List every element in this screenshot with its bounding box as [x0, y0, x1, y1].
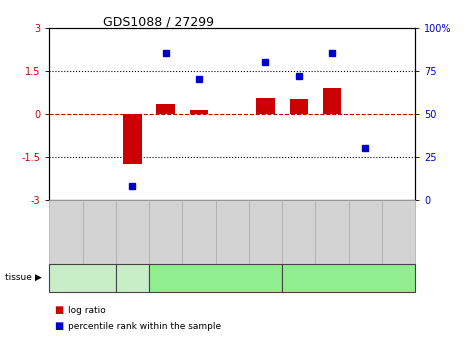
- Text: tissue: tissue: [5, 273, 34, 282]
- Text: Thyroid: Thyroid: [330, 273, 367, 283]
- Text: Fallopian tube: Fallopian tube: [58, 275, 107, 281]
- Text: log ratio: log ratio: [68, 306, 106, 315]
- Bar: [123, 114, 142, 164]
- Text: Gallbla
dder: Gallbla dder: [120, 271, 144, 284]
- Bar: [356, 114, 374, 115]
- Text: GSM39992: GSM39992: [163, 213, 169, 251]
- Text: GSM39995: GSM39995: [295, 213, 302, 251]
- Text: percentile rank within the sample: percentile rank within the sample: [68, 322, 221, 331]
- Text: GSM39999: GSM39999: [229, 213, 235, 251]
- Text: GSM39994: GSM39994: [196, 213, 202, 251]
- Text: GSM39991: GSM39991: [63, 213, 69, 251]
- Bar: [323, 88, 341, 114]
- Bar: [256, 98, 274, 114]
- Text: GSM39998: GSM39998: [395, 213, 401, 251]
- Text: GDS1088 / 27299: GDS1088 / 27299: [103, 16, 214, 29]
- Text: ■: ■: [54, 306, 63, 315]
- Text: GSM40001: GSM40001: [263, 213, 268, 251]
- Text: Heart: Heart: [202, 273, 229, 283]
- Text: GSM39996: GSM39996: [329, 213, 335, 251]
- Text: ■: ■: [54, 321, 63, 331]
- Bar: [289, 99, 308, 114]
- Text: GSM40000: GSM40000: [96, 213, 102, 251]
- Text: GSM39997: GSM39997: [362, 213, 368, 251]
- Bar: [157, 104, 175, 114]
- Bar: [190, 110, 208, 114]
- Text: GSM39993: GSM39993: [129, 213, 136, 251]
- Text: ▶: ▶: [35, 273, 42, 282]
